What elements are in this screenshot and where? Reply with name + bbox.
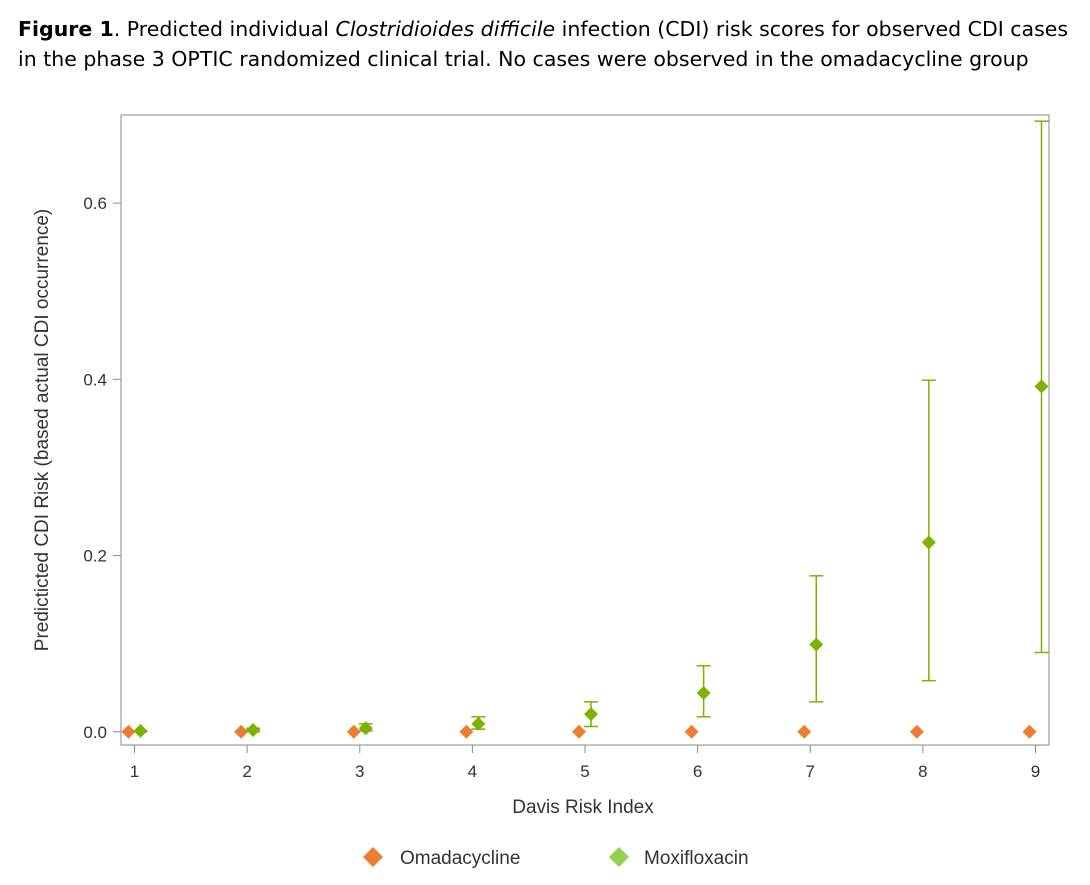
y-axis-label: Predicticted CDI Risk (based actual CDI … [32, 209, 53, 651]
moxifloxacin-point [809, 637, 824, 652]
series-moxifloxacin [133, 120, 1049, 738]
x-tick-label: 9 [1031, 762, 1040, 781]
y-tick-label: 0.4 [83, 370, 107, 389]
legend: Omadacycline Moxifloxacin [363, 847, 749, 869]
x-tick-label: 4 [468, 762, 477, 781]
x-tick-label: 1 [130, 762, 139, 781]
x-tick-label: 2 [242, 762, 251, 781]
moxifloxacin-point [921, 535, 936, 550]
x-tick-label: 5 [580, 762, 589, 781]
caption-species: Clostridioides difficile [335, 17, 556, 41]
moxifloxacin-point [358, 721, 373, 736]
plot-frame [120, 114, 1050, 746]
legend-label-omadacycline: Omadacycline [400, 848, 520, 869]
x-tick-label: 6 [693, 762, 702, 781]
caption-text-after: infection (CDI) risk scores for observed… [18, 17, 1069, 71]
x-tick-label: 7 [806, 762, 815, 781]
moxifloxacin-point [1034, 379, 1049, 394]
legend-marker-moxifloxacin [609, 847, 629, 867]
figure-caption: Figure 1. Predicted individual Clostridi… [18, 14, 1078, 74]
omadacycline-point [459, 724, 474, 739]
series-omadacycline [121, 724, 1037, 739]
y-tick-label: 0.2 [83, 547, 107, 566]
moxifloxacin-point [584, 707, 598, 722]
legend-item-moxifloxacin: Moxifloxacin [609, 847, 749, 869]
legend-label-moxifloxacin: Moxifloxacin [644, 848, 749, 869]
moxifloxacin-point [696, 686, 711, 701]
omadacycline-point [572, 724, 586, 739]
omadacycline-point [1022, 724, 1037, 739]
omadacycline-point [797, 724, 812, 739]
omadacycline-point [346, 724, 361, 739]
legend-item-omadacycline: Omadacycline [363, 847, 520, 869]
legend-marker-omadacycline [363, 847, 383, 867]
omadacycline-point [234, 724, 249, 739]
y-axis: 0.0 0.2 0.4 0.6 [83, 194, 121, 742]
x-tick-label: 8 [918, 762, 927, 781]
x-tick-label: 3 [355, 762, 364, 781]
y-tick-label: 0.0 [83, 723, 107, 742]
x-axis: 1 2 3 4 5 6 7 8 9 [130, 745, 1040, 781]
omadacycline-point [684, 724, 699, 739]
figure-label: Figure 1 [18, 17, 114, 41]
omadacycline-point [909, 724, 924, 739]
moxifloxacin-point [133, 723, 148, 738]
caption-text-before: . Predicted individual [113, 17, 336, 41]
omadacycline-point [121, 724, 136, 739]
y-tick-label: 0.6 [83, 194, 107, 213]
x-axis-label: Davis Risk Index [512, 797, 654, 818]
moxifloxacin-point [471, 716, 486, 731]
moxifloxacin-point [246, 723, 261, 738]
